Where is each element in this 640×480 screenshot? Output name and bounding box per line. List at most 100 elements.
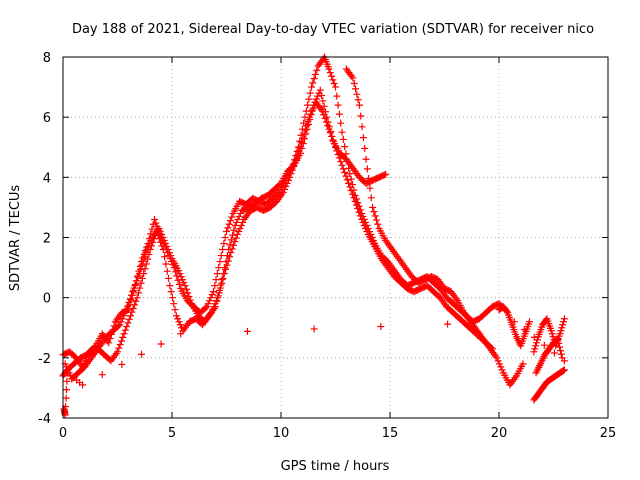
data-point <box>530 348 538 356</box>
data-point-interp <box>359 218 367 226</box>
data-point-interp <box>307 111 315 119</box>
data-point-interp <box>219 246 227 254</box>
data-point-interp <box>120 312 128 320</box>
data-point-interp <box>235 212 243 220</box>
data-point-interp <box>126 295 134 303</box>
data-point-interp <box>444 320 452 328</box>
data-point-interp <box>165 274 173 282</box>
x-tick-label: 5 <box>168 426 176 441</box>
data-point-interp <box>326 69 334 77</box>
data-point-interp <box>226 241 234 249</box>
data-point-interp <box>232 234 240 242</box>
data-point <box>209 288 217 296</box>
data-point-interp <box>131 301 139 309</box>
data-point <box>166 282 174 290</box>
data-point-interp <box>304 101 312 109</box>
data-point-interp <box>221 264 229 272</box>
data-point-interp <box>207 294 215 302</box>
data-point-interp <box>124 319 132 327</box>
data-point-interp <box>339 135 347 143</box>
data-point-interp <box>549 333 557 341</box>
data-point-interp <box>204 300 212 308</box>
data-point-interp <box>235 227 243 235</box>
data-point-interp <box>310 75 318 83</box>
data-point-interp <box>237 221 245 229</box>
data-point <box>308 83 316 91</box>
data-point-interp <box>313 66 321 74</box>
data-point-interp <box>118 315 126 323</box>
data-point-interp <box>283 179 291 187</box>
data-point-interp <box>363 227 371 235</box>
data-point <box>129 288 137 296</box>
data-point-interp <box>282 182 290 190</box>
data-point-interp <box>353 90 361 98</box>
data-point-interp <box>355 208 363 216</box>
data-point-interp <box>352 85 360 93</box>
data-point-interp <box>233 218 241 226</box>
data-point-interp <box>157 340 165 348</box>
data-point-interp <box>222 258 230 266</box>
data-point <box>323 113 331 121</box>
data-point-interp <box>171 306 179 314</box>
data-point-interp <box>559 321 567 329</box>
data-point-interp <box>306 116 314 124</box>
data-point-interp <box>133 277 141 285</box>
data-point <box>153 227 161 235</box>
data-point-interp <box>158 230 166 238</box>
data-point-interp <box>123 323 131 331</box>
data-point <box>233 230 241 238</box>
x-tick-label: 25 <box>600 426 617 441</box>
data-point-interp <box>119 333 127 341</box>
data-point-interp <box>182 285 190 293</box>
data-point-interp <box>175 280 183 288</box>
data-point-interp <box>558 324 566 332</box>
data-point-interp <box>167 252 175 260</box>
data-point-interp <box>117 337 125 345</box>
data-point <box>146 246 154 254</box>
data-point-interp <box>127 291 135 299</box>
data-point-interp <box>352 201 360 209</box>
data-point-interp <box>354 205 362 213</box>
data-point <box>560 357 568 365</box>
data-point-interp <box>321 108 329 116</box>
data-point-interp <box>180 279 188 287</box>
data-point-interp <box>223 252 231 260</box>
data-point-interp <box>555 339 563 347</box>
data-point-interp <box>239 218 247 226</box>
data-point-interp <box>556 343 564 351</box>
data-point-interp <box>339 165 347 173</box>
data-point-interp <box>276 181 284 189</box>
x-tick-label: 0 <box>59 426 67 441</box>
x-tick-label: 20 <box>491 426 508 441</box>
data-point-interp <box>117 318 125 326</box>
data-point-interp <box>170 300 178 308</box>
data-point-interp <box>215 264 223 272</box>
series-track-f <box>530 366 568 404</box>
data-point <box>216 258 224 266</box>
data-point <box>114 348 121 356</box>
data-point-interp <box>358 123 366 131</box>
data-point <box>547 327 555 335</box>
data-point <box>310 101 318 109</box>
data-point-interp <box>128 308 136 316</box>
data-point-interp <box>137 265 145 273</box>
data-point <box>175 267 183 275</box>
data-point-interp <box>142 260 150 268</box>
data-point-interp <box>98 371 106 379</box>
data-point-interp <box>141 265 149 273</box>
data-point <box>116 321 124 329</box>
data-point-interp <box>62 363 70 371</box>
data-point-interp <box>213 270 221 278</box>
data-point <box>297 149 305 157</box>
data-point-interp <box>168 294 176 302</box>
data-point-interp <box>318 92 326 100</box>
data-point-interp <box>349 190 357 198</box>
data-point-interp <box>176 321 184 329</box>
data-point <box>225 246 233 254</box>
grid-lines <box>63 57 608 418</box>
data-point-interp <box>334 101 342 109</box>
data-point-interp <box>185 292 193 300</box>
data-point <box>325 65 333 73</box>
data-point-interp <box>162 260 170 268</box>
